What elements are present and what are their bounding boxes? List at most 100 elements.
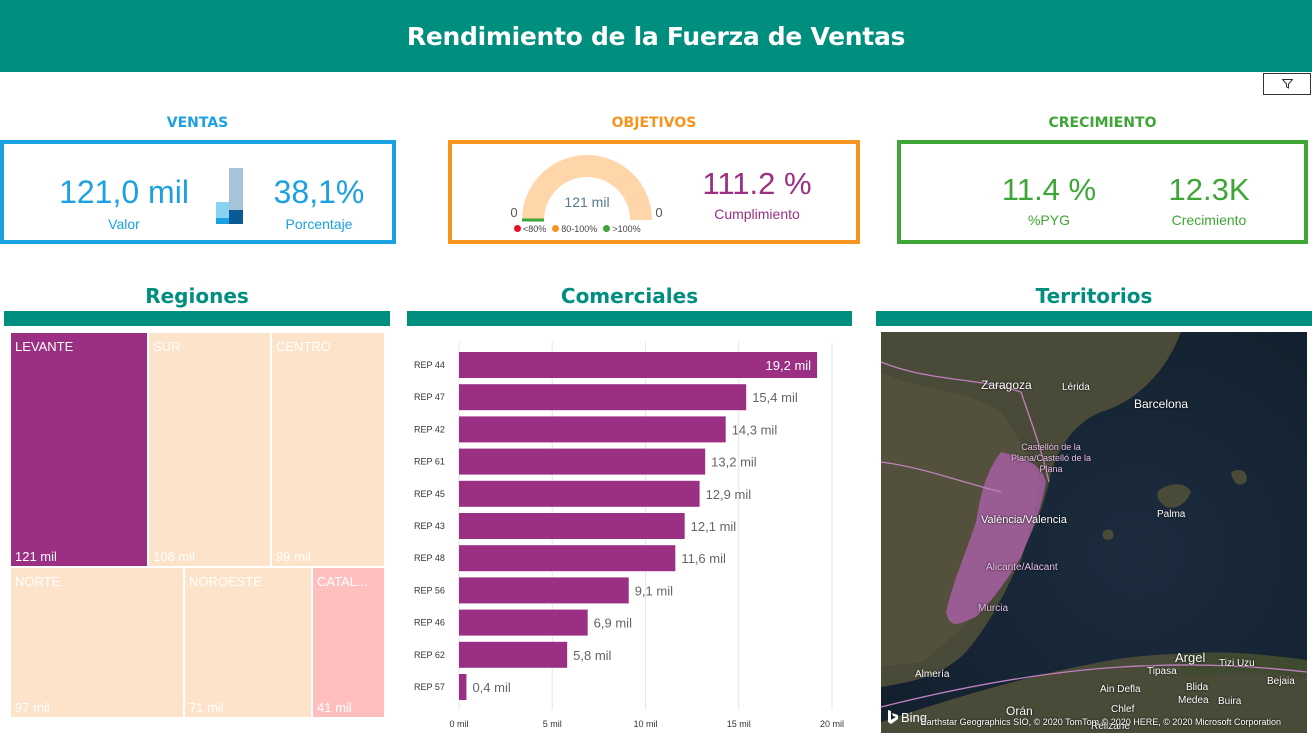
filter-icon — [1281, 79, 1293, 89]
data-label: 0,4 mil — [472, 680, 510, 695]
ventas-card[interactable]: 121,0 mil Valor 38,1% Porcentaje — [0, 140, 396, 244]
cumplimiento-value: 111.2 % — [702, 166, 812, 201]
treemap-tile-levante[interactable]: LEVANTE 121 mil — [10, 332, 148, 567]
bing-logo: Bing — [887, 710, 927, 725]
treemap-tile-norte[interactable]: NORTE 97 mil — [10, 567, 184, 718]
treemap-tile-centro[interactable]: CENTRO 99 mil — [271, 332, 385, 567]
ventas-valor-label: Valor — [108, 216, 140, 232]
map-city-label: Blida — [1186, 682, 1209, 693]
crecimiento-value: 12.3K — [1168, 172, 1250, 207]
bar[interactable] — [459, 352, 818, 378]
treemap-tile-noroeste[interactable]: NOROESTE 71 mil — [184, 567, 312, 718]
category-label: REP 44 — [414, 360, 445, 370]
category-label: REP 43 — [414, 521, 445, 531]
map-city-label: Relizane — [1091, 721, 1130, 732]
ventas-title: VENTAS — [166, 115, 229, 131]
treemap-tile-cataluna[interactable]: CATAL... 41 mil — [312, 567, 385, 718]
map-city-label: Argel — [1175, 650, 1206, 665]
regiones-title-bar — [4, 311, 390, 326]
objetivos-card[interactable]: 121 mil 0 0 <80% 80-100% >100% 111.2 % C… — [448, 140, 860, 244]
page-title: Rendimiento de la Fuerza de Ventas — [406, 21, 906, 51]
bar[interactable] — [459, 609, 588, 636]
data-label: 15,4 mil — [752, 390, 798, 405]
pyg-label: %PYG — [1027, 212, 1070, 228]
cumplimiento-label: Cumplimiento — [714, 206, 800, 222]
bar[interactable] — [459, 416, 726, 443]
map-city-label: Orán — [1006, 704, 1033, 718]
x-tick-label: 20 mil — [820, 719, 844, 729]
crecimiento-card[interactable]: 11.4 % %PYG 12.3K Crecimiento — [897, 140, 1308, 244]
territorios-map[interactable]: Zaragoza Lérida Barcelona Castellón de l… — [881, 332, 1307, 733]
data-label: 12,1 mil — [691, 519, 737, 534]
ventas-mini-bar-icon — [216, 168, 243, 224]
category-label: REP 42 — [414, 424, 445, 434]
map-city-label: Ain Defla — [1100, 684, 1141, 695]
x-tick-label: 15 mil — [727, 719, 751, 729]
category-label: REP 46 — [414, 618, 445, 628]
category-label: REP 57 — [414, 682, 445, 692]
map-city-label: Tizi Uzu — [1219, 658, 1255, 669]
data-label: 11,6 mil — [681, 551, 726, 566]
filter-button[interactable] — [1263, 73, 1311, 95]
category-label: REP 56 — [414, 585, 445, 595]
gauge-max: 0 — [655, 205, 663, 220]
data-label: 6,9 mil — [594, 616, 632, 631]
bing-brand-text: Bing — [901, 710, 928, 725]
comerciales-title: Comerciales — [560, 284, 699, 308]
objetivos-title: OBJETIVOS — [611, 115, 697, 131]
category-label: REP 48 — [414, 553, 445, 563]
data-label: 13,2 mil — [711, 455, 757, 470]
bar[interactable] — [459, 448, 706, 475]
map-city-label: Palma — [1157, 509, 1186, 520]
map-city-label: Buira — [1218, 696, 1242, 707]
gauge-legend: <80% 80-100% >100% — [514, 224, 641, 234]
territorios-title-bar — [876, 311, 1312, 326]
bar[interactable] — [459, 641, 568, 668]
data-label: 9,1 mil — [635, 583, 673, 598]
tile-name: NORTE — [15, 574, 61, 589]
bar[interactable] — [459, 577, 629, 604]
tile-name: SUR — [153, 339, 181, 354]
tile-value: 97 mil — [15, 700, 50, 715]
tile-name: CENTRO — [276, 339, 331, 354]
dashboard-header: Rendimiento de la Fuerza de Ventas — [0, 0, 1312, 72]
legend-item-low: <80% — [514, 224, 546, 234]
tile-name: NOROESTE — [189, 574, 262, 589]
gauge-min: 0 — [510, 205, 518, 220]
tile-name: LEVANTE — [15, 339, 74, 354]
data-label: 19,2 mil — [766, 358, 812, 373]
map-city-label: Tipasa — [1147, 666, 1177, 677]
map-city-label: Chlef — [1111, 704, 1135, 715]
regiones-title: Regiones — [145, 284, 249, 308]
gauge-value: 121 mil — [564, 194, 610, 210]
data-label: 14,3 mil — [732, 422, 778, 437]
category-label: REP 45 — [414, 489, 445, 499]
map-city-label: Medea — [1178, 695, 1209, 706]
comerciales-bar-chart-svg: 0 mil 5 mil 10 mil 15 mil 20 mil REP 44 19,2 m… — [414, 342, 844, 729]
map-city-label: Bejaia — [1267, 676, 1295, 687]
tile-name: CATAL... — [317, 574, 368, 589]
category-label: REP 47 — [414, 392, 445, 402]
map-city-label: Lérida — [1062, 382, 1090, 393]
legend-item-mid: 80-100% — [552, 224, 597, 234]
territorios-title: Territorios — [1035, 284, 1153, 308]
bar[interactable] — [459, 545, 676, 572]
tile-value: 121 mil — [15, 549, 57, 564]
ventas-porcentaje-label: Porcentaje — [285, 216, 353, 232]
map-city-label: Barcelona — [1134, 397, 1189, 411]
bar[interactable] — [459, 384, 747, 411]
bar[interactable] — [459, 674, 467, 700]
map-background — [881, 332, 1307, 733]
map-attribution: Earthstar Geographics SIO, © 2020 TomTom… — [920, 717, 1281, 727]
bar[interactable] — [459, 480, 700, 507]
pyg-value: 11.4 % — [1001, 172, 1097, 207]
bar[interactable] — [459, 513, 685, 539]
legend-item-high: >100% — [603, 224, 641, 234]
tile-value: 99 mil — [276, 549, 311, 564]
treemap-tile-sur[interactable]: SUR 108 mil — [148, 332, 271, 567]
map-city-label: Castellón de la Plana/Castelló de la Pla… — [1010, 442, 1092, 474]
gauge-chart — [522, 155, 652, 222]
map-city-label: València/Valencia — [981, 514, 1067, 526]
ventas-porcentaje: 38,1% — [273, 174, 365, 210]
x-tick-label: 0 mil — [449, 719, 468, 729]
